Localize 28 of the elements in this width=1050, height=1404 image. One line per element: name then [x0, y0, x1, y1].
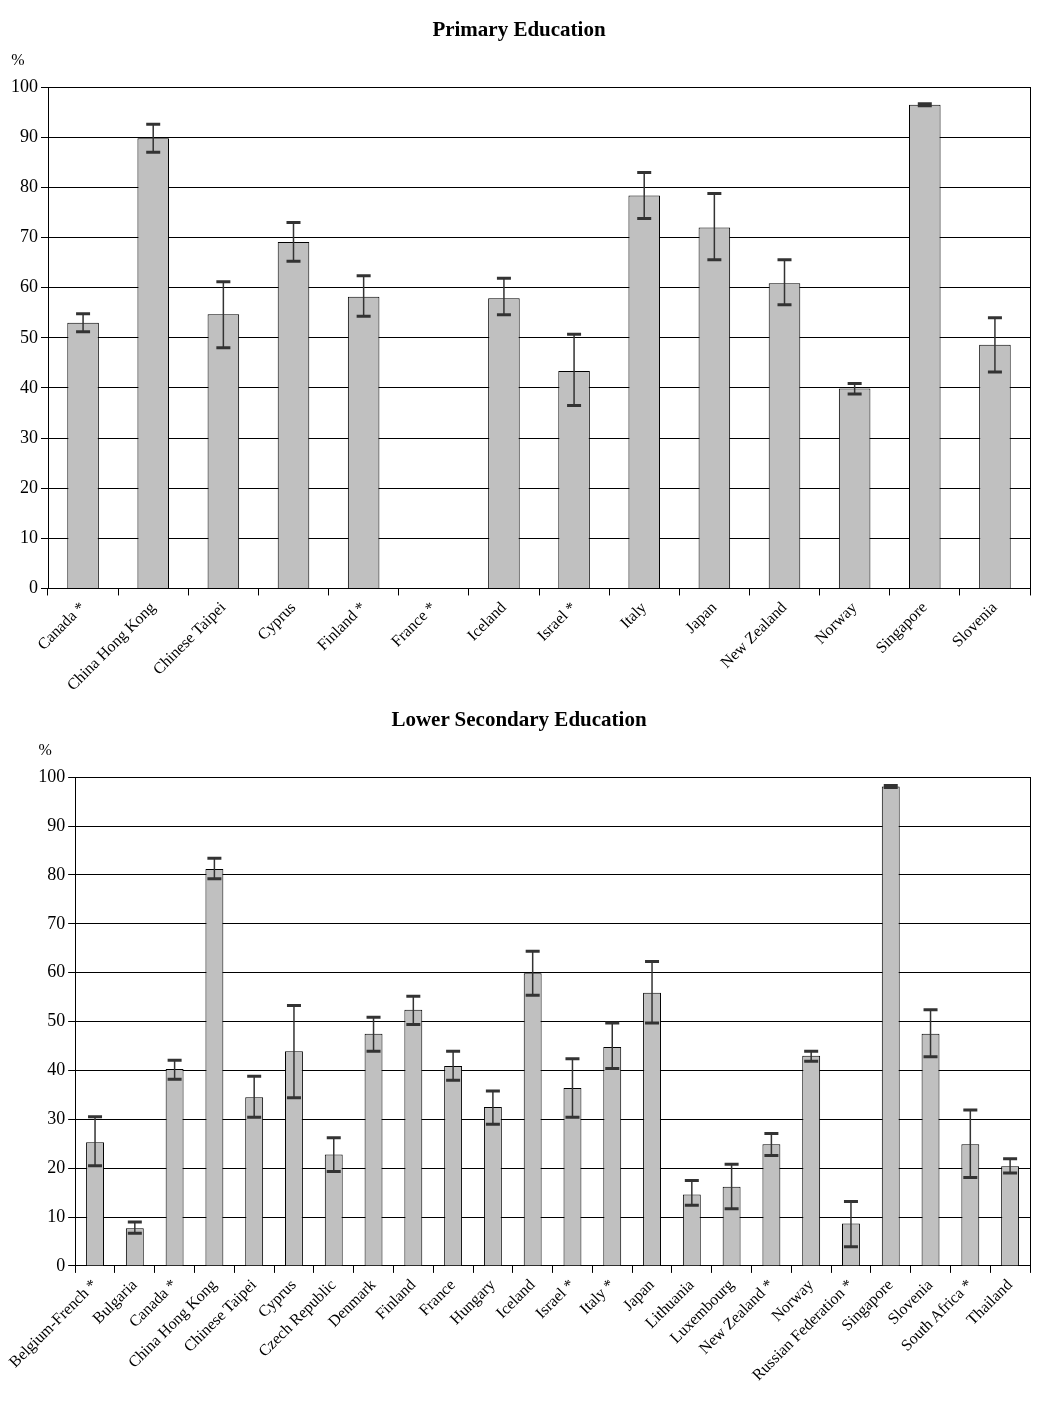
y-tick-label: 80 — [47, 863, 66, 884]
y-tick-label: 10 — [47, 1205, 66, 1226]
y-tick-label: 100 — [38, 765, 66, 786]
x-tick-label: Italy * — [576, 1275, 619, 1318]
y-tick-label: 70 — [20, 226, 38, 247]
y-tick-label: 80 — [20, 176, 38, 197]
x-tick-label: Italy — [616, 598, 651, 632]
y-axis-title: % — [11, 51, 25, 69]
y-tick-label: 100 — [11, 75, 38, 96]
y-tick-label: 40 — [47, 1059, 66, 1080]
y-tick-label: 90 — [20, 126, 38, 147]
y-tick-label: 90 — [47, 814, 66, 835]
y-tick-label: 60 — [47, 961, 66, 982]
y-tick-label: 50 — [20, 326, 38, 347]
y-tick-label: 10 — [20, 527, 38, 548]
y-tick-label: 70 — [47, 912, 66, 933]
y-tick-label: 30 — [47, 1108, 66, 1129]
y-tick-label: 40 — [20, 376, 38, 397]
y-tick-label: 30 — [20, 426, 38, 447]
chart-title: Primary Education — [432, 17, 606, 42]
y-axis-title: % — [38, 741, 52, 759]
y-tick-label: 20 — [47, 1156, 66, 1177]
chart-title: Lower Secondary Education — [391, 707, 647, 732]
y-tick-label: 50 — [47, 1010, 66, 1031]
y-tick-label: 0 — [29, 577, 38, 598]
y-tick-label: 20 — [20, 476, 38, 497]
y-tick-label: 0 — [56, 1254, 66, 1275]
y-tick-label: 60 — [20, 276, 38, 297]
